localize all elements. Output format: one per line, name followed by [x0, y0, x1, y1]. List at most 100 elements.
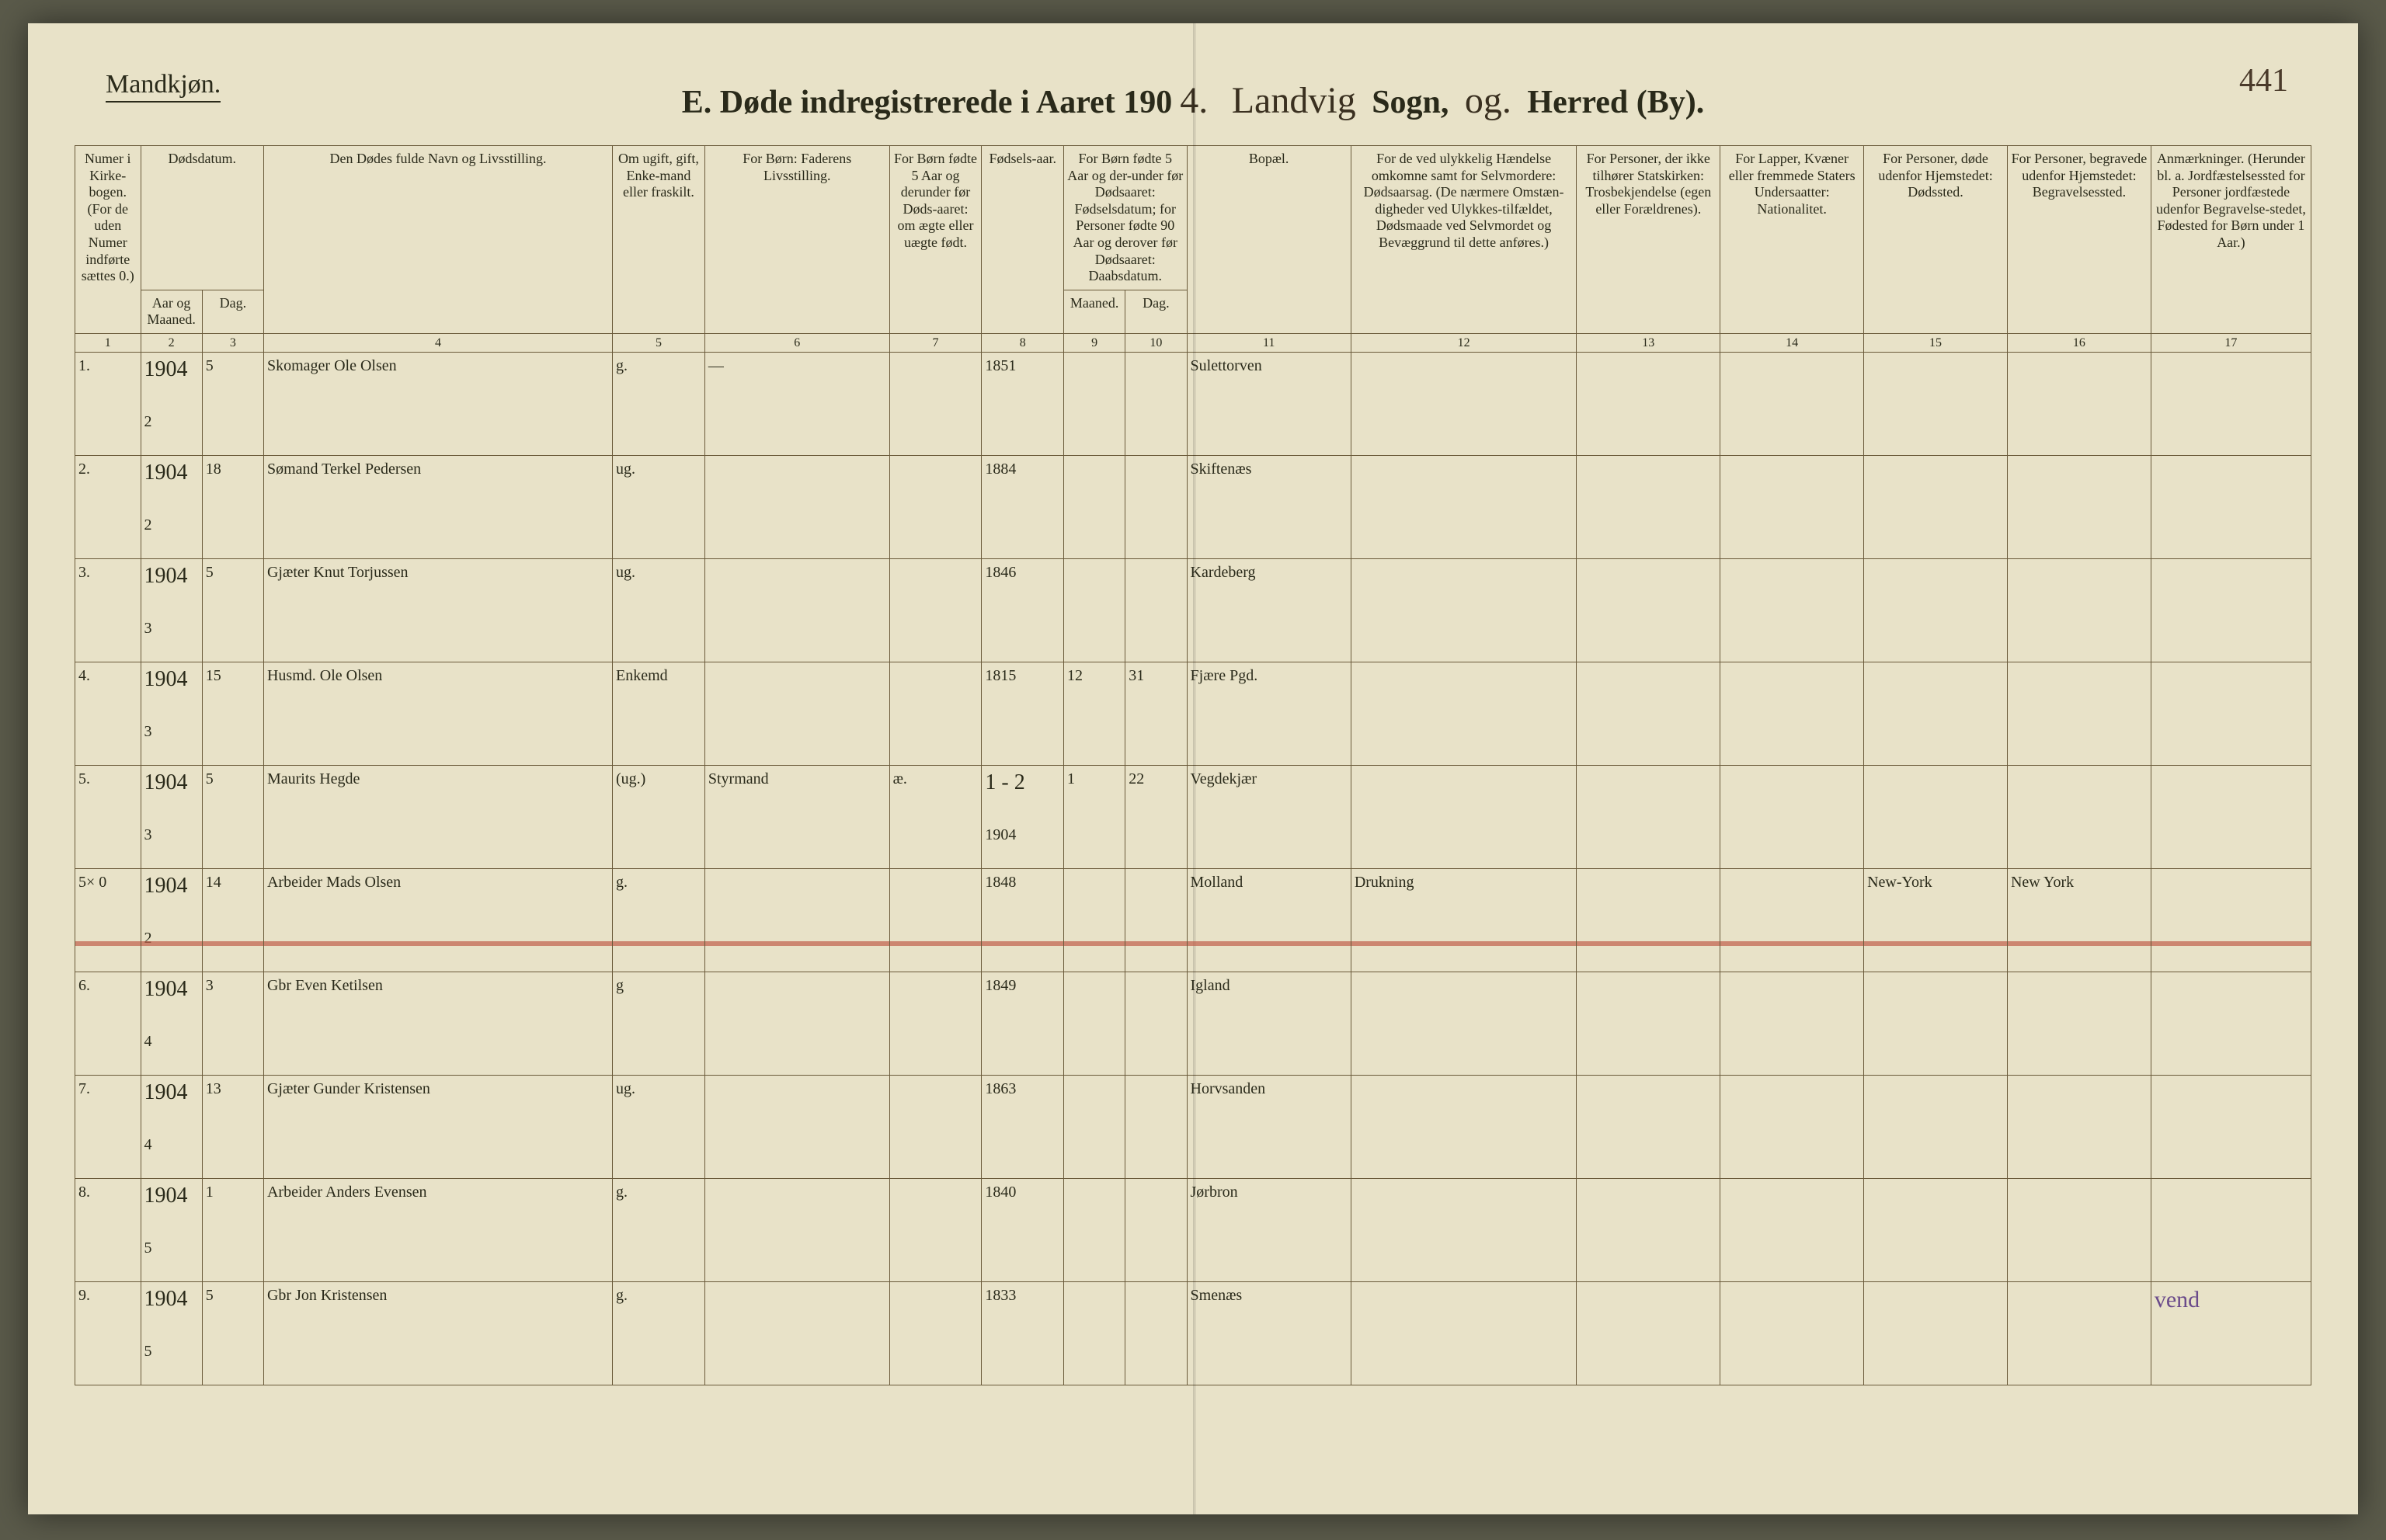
title-prefix: E. Døde indregistrerede i Aaret 190	[682, 85, 1173, 120]
cell	[1720, 1282, 1864, 1385]
cell	[1864, 353, 2008, 456]
cell: Kardeberg	[1187, 559, 1351, 662]
cell: Enkemd	[613, 662, 705, 766]
cell: 2.	[75, 456, 141, 559]
cell: g.	[613, 869, 705, 972]
cell: 19043	[141, 766, 202, 869]
colnum: 5	[613, 333, 705, 352]
header-c2a: Dødsdatum.	[141, 146, 263, 290]
cell	[2007, 1282, 2151, 1385]
cell	[1577, 869, 1720, 972]
cell: 14	[202, 869, 263, 972]
cell	[1864, 766, 2008, 869]
colnum: 2	[141, 333, 202, 352]
cell	[1351, 972, 1577, 1076]
cell: 19045	[141, 1179, 202, 1282]
table-row: 6.190443Gbr Even Ketilseng1849Igland	[75, 972, 2311, 1076]
gender-label: Mandkjøn.	[106, 70, 221, 103]
cell: 1851	[982, 353, 1064, 456]
red-strike-line	[613, 941, 704, 946]
cell	[1064, 559, 1125, 662]
header-c12: For de ved ulykkelig Hændelse omkomne sa…	[1351, 146, 1577, 334]
cell	[889, 1282, 982, 1385]
cell: Igland	[1187, 972, 1351, 1076]
header-c1: Numer i Kirke-bogen. (For de uden Numer …	[75, 146, 141, 334]
red-strike-line	[982, 941, 1063, 946]
cell	[2151, 662, 2311, 766]
cell: —	[704, 353, 889, 456]
cell	[1864, 456, 2008, 559]
red-strike-line	[2151, 941, 2311, 946]
cell: Gbr Jon Kristensen	[263, 1282, 612, 1385]
cell: 31	[1125, 662, 1187, 766]
cell	[1720, 869, 1864, 972]
cell-year-above: 1904	[144, 564, 199, 589]
cell	[1125, 972, 1187, 1076]
cell: 1863	[982, 1076, 1064, 1179]
cell: 3.	[75, 559, 141, 662]
colnum: 9	[1064, 333, 1125, 352]
cell	[1577, 1179, 1720, 1282]
colnum: 11	[1187, 333, 1351, 352]
cell	[2007, 766, 2151, 869]
table-head: Numer i Kirke-bogen. (For de uden Numer …	[75, 146, 2311, 353]
cell: 22	[1125, 766, 1187, 869]
cell: g.	[613, 353, 705, 456]
cell: 1833	[982, 1282, 1064, 1385]
cell	[889, 559, 982, 662]
header-c2: Aar og Maaned.	[141, 290, 202, 333]
cell: New York	[2007, 869, 2151, 972]
cell	[1864, 559, 2008, 662]
cell	[1720, 353, 1864, 456]
cell: 19044	[141, 972, 202, 1076]
cell: 1846	[982, 559, 1064, 662]
cell: 15	[202, 662, 263, 766]
table-row: 2.1904218Sømand Terkel Pedersenug.1884Sk…	[75, 456, 2311, 559]
colnum: 12	[1351, 333, 1577, 352]
header-c16: For Personer, begravede udenfor Hjemsted…	[2007, 146, 2151, 334]
cell: Horvsanden	[1187, 1076, 1351, 1179]
title-herred-label: Herred (By).	[1527, 85, 1704, 120]
cell	[2151, 869, 2311, 972]
cell: ug.	[613, 559, 705, 662]
colnum: 7	[889, 333, 982, 352]
header-c5: Om ugift, gift, Enke-mand eller fraskilt…	[613, 146, 705, 334]
cell	[1064, 1076, 1125, 1179]
title-year-hand: 4.	[1172, 80, 1216, 121]
cell: 12	[1064, 662, 1125, 766]
red-strike-line	[141, 941, 202, 946]
cell	[2007, 1076, 2151, 1179]
cell	[704, 559, 889, 662]
cell	[1577, 1282, 1720, 1385]
cell	[1720, 972, 1864, 1076]
cell: Molland	[1187, 869, 1351, 972]
cell: 6.	[75, 972, 141, 1076]
cell	[2007, 1179, 2151, 1282]
cell: g.	[613, 1179, 705, 1282]
cell: 1849	[982, 972, 1064, 1076]
cell	[1125, 1076, 1187, 1179]
cell: 19042	[141, 456, 202, 559]
table-row: 9.190455Gbr Jon Kristenseng.1833Smenæsve…	[75, 1282, 2311, 1385]
table-row: 1.190425Skomager Ole Olseng.—1851Suletto…	[75, 353, 2311, 456]
cell: 1848	[982, 869, 1064, 972]
page-number: 441	[2239, 62, 2288, 99]
cell	[704, 1076, 889, 1179]
cell-year-above: 1904	[144, 874, 199, 899]
cell	[1064, 1179, 1125, 1282]
cell-year-above: 1904	[144, 667, 199, 692]
cell: 1884	[982, 456, 1064, 559]
cell	[1577, 662, 1720, 766]
cell	[2151, 1076, 2311, 1179]
cell	[1064, 353, 1125, 456]
cell	[1064, 456, 1125, 559]
cell: Sømand Terkel Pedersen	[263, 456, 612, 559]
cell	[2007, 662, 2151, 766]
red-strike-line	[1864, 941, 2007, 946]
header-c4: Den Dødes fulde Navn og Livsstilling.	[263, 146, 612, 334]
cell	[1864, 972, 2008, 1076]
colnum: 17	[2151, 333, 2311, 352]
red-strike-line	[1351, 941, 1577, 946]
title-district-hand: og.	[1457, 80, 1519, 121]
red-strike-line	[203, 941, 263, 946]
